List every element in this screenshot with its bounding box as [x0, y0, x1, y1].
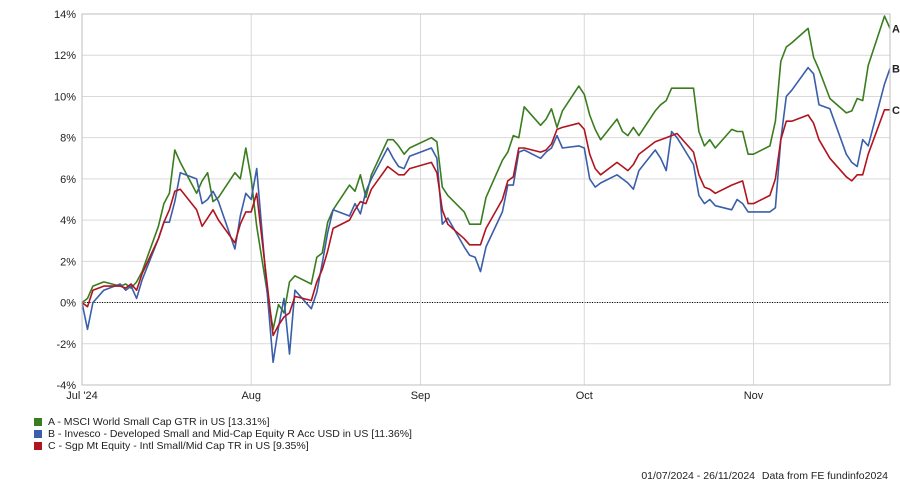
y-tick-label: 8%: [60, 133, 76, 145]
legend-item-b: B - Invesco - Developed Small and Mid-Ca…: [34, 428, 412, 440]
chart-footer: 01/07/2024 - 26/11/2024 Data from FE fun…: [637, 470, 888, 482]
legend-swatch-c: [34, 442, 42, 450]
y-tick-label: -4%: [56, 380, 76, 392]
plot-border: [81, 13, 891, 386]
series-lines: [81, 15, 891, 364]
data-source: Data from FE fundinfo2024: [761, 470, 888, 482]
y-tick-label: 2%: [60, 256, 76, 268]
legend-label-b: B - Invesco - Developed Small and Mid-Ca…: [48, 428, 412, 440]
legend-swatch-b: [34, 430, 42, 438]
y-tick-label: 10%: [54, 91, 76, 103]
date-range: 01/07/2024 - 26/11/2024: [641, 470, 755, 482]
legend-swatch-a: [34, 418, 42, 426]
legend-item-a: A - MSCI World Small Cap GTR in US [13.3…: [34, 416, 412, 428]
series-end-labels: A B C: [892, 23, 900, 116]
series-line-a: [81, 15, 891, 331]
series-end-label-a: A: [892, 23, 900, 35]
y-tick-label: 14%: [54, 9, 76, 21]
series-end-label-c: C: [892, 105, 900, 117]
x-tick-label: Oct: [576, 390, 593, 402]
series-end-label-b: B: [892, 63, 900, 75]
legend-label-a: A - MSCI World Small Cap GTR in US [13.3…: [48, 416, 270, 428]
y-tick-label: 4%: [60, 215, 76, 227]
x-tick-label: Sep: [411, 390, 431, 402]
legend-label-c: C - Sgp Mt Equity - Intl Small/Mid Cap T…: [48, 440, 309, 452]
series-line-c: [81, 109, 890, 337]
legend-item-c: C - Sgp Mt Equity - Intl Small/Mid Cap T…: [34, 440, 412, 452]
y-tick-label: 0%: [60, 298, 76, 310]
x-tick-label: Jul '24: [66, 390, 97, 402]
x-tick-label: Aug: [241, 390, 261, 402]
y-tick-label: 12%: [54, 50, 76, 62]
x-axis-ticks: Jul '24 Aug Sep Oct Nov: [66, 390, 764, 402]
y-tick-label: 6%: [60, 174, 76, 186]
y-tick-label: -2%: [56, 339, 76, 351]
series-line-b: [81, 66, 891, 364]
x-tick-label: Nov: [744, 390, 764, 402]
y-axis-ticks: -4% -2% 0% 2% 4% 6% 8% 10% 12% 14%: [54, 9, 76, 392]
legend: A - MSCI World Small Cap GTR in US [13.3…: [34, 416, 412, 452]
